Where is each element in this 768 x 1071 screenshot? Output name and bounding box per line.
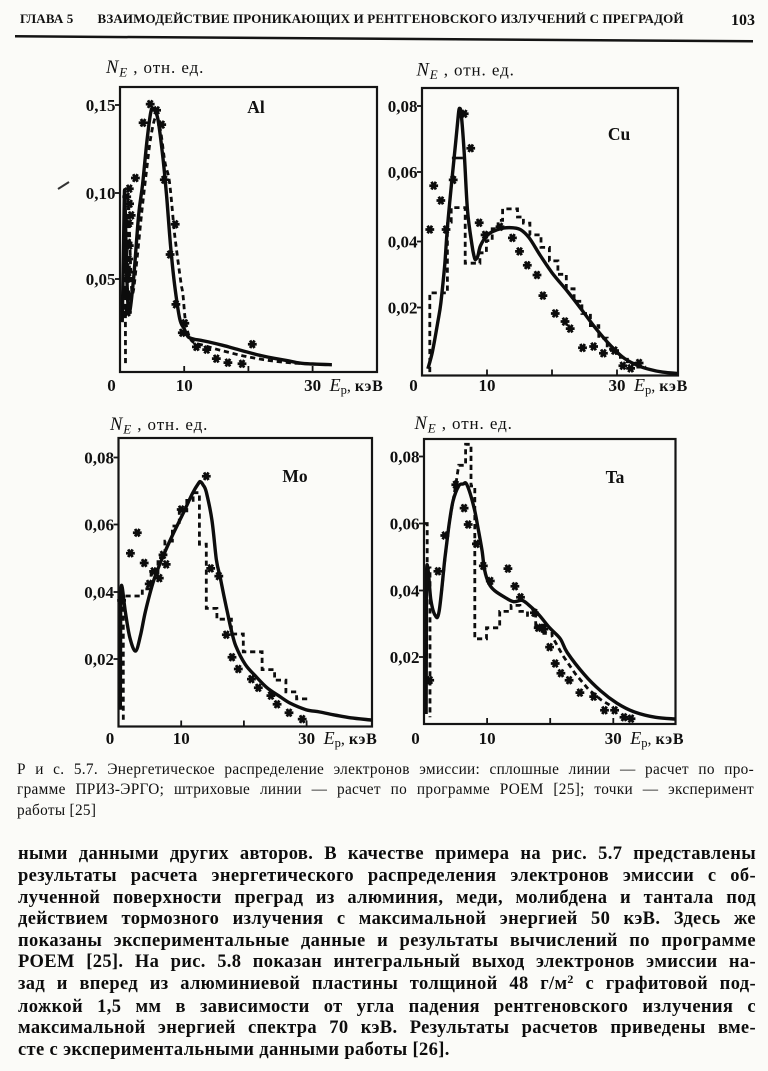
svg-text:Ep, кэВ: Ep, кэВ	[629, 728, 684, 750]
svg-text:0,04: 0,04	[388, 232, 418, 251]
svg-text:0,05: 0,05	[86, 270, 116, 289]
svg-text:10: 10	[176, 376, 193, 395]
svg-text:Ep, кэВ: Ep, кэВ	[633, 375, 688, 397]
svg-text:0,02: 0,02	[390, 648, 420, 667]
svg-text:10: 10	[479, 376, 496, 395]
svg-text:0,08: 0,08	[84, 448, 114, 467]
svg-text:Ep, кэВ: Ep, кэВ	[329, 375, 384, 397]
svg-text:0: 0	[107, 376, 116, 395]
svg-text:0,02: 0,02	[388, 298, 418, 317]
svg-text:30: 30	[298, 729, 315, 748]
svg-text:0,08: 0,08	[388, 97, 418, 116]
svg-text:0: 0	[411, 729, 420, 748]
svg-text:10: 10	[173, 729, 190, 748]
svg-text:Mo: Mo	[282, 466, 308, 486]
svg-text:0,10: 0,10	[86, 184, 116, 203]
svg-text:NE , отн. ед.: NE , отн. ед.	[109, 415, 208, 437]
svg-text:Ta: Ta	[606, 467, 625, 487]
svg-text:Ep, кэВ: Ep, кэВ	[323, 728, 378, 750]
svg-text:0,06: 0,06	[84, 515, 114, 534]
svg-text:0: 0	[106, 729, 115, 748]
svg-text:0,04: 0,04	[390, 581, 420, 600]
svg-text:NE , отн. ед.: NE , отн. ед.	[416, 61, 515, 83]
svg-text:0,06: 0,06	[388, 163, 418, 182]
svg-text:10: 10	[479, 729, 496, 748]
svg-text:30: 30	[304, 376, 321, 395]
svg-text:30: 30	[605, 729, 622, 748]
svg-text:Cu: Cu	[608, 124, 631, 144]
svg-text:Al: Al	[247, 97, 265, 117]
svg-text:NE , отн. ед.: NE , отн. ед.	[105, 58, 204, 80]
svg-text:30: 30	[609, 376, 626, 395]
svg-text:0: 0	[409, 376, 418, 395]
svg-text:0,04: 0,04	[84, 583, 114, 602]
svg-text:NE , отн. ед.: NE , отн. ед.	[414, 414, 513, 436]
svg-text:0,15: 0,15	[86, 96, 116, 115]
svg-text:0,06: 0,06	[390, 514, 420, 533]
svg-text:0,02: 0,02	[84, 650, 114, 669]
svg-text:0,08: 0,08	[390, 447, 420, 466]
